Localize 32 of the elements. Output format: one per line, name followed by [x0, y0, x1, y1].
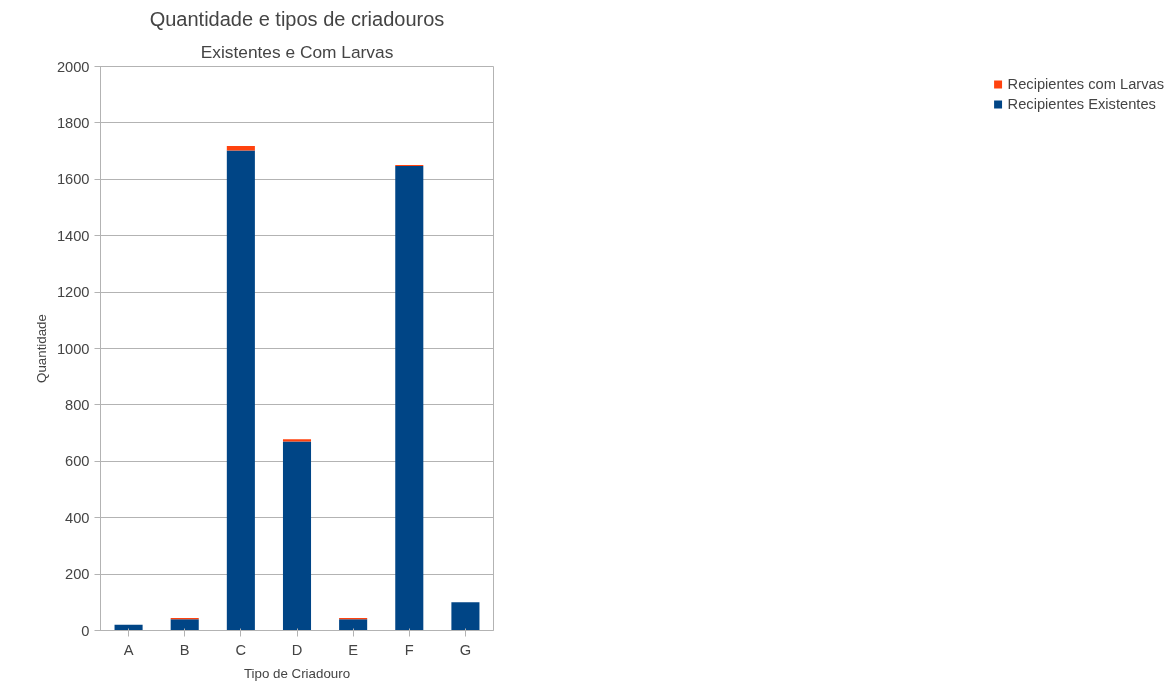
y-tick-label: 1800: [56, 114, 90, 131]
legend-label: Recipientes com Larvas: [1007, 76, 1164, 92]
x-tick-label: E: [348, 641, 359, 658]
bar: [451, 602, 480, 631]
x-tick-label: D: [291, 641, 303, 658]
chart-title: Quantidade e tipos de criadouros: [149, 7, 445, 30]
y-tick-label: 1600: [56, 171, 90, 188]
bar: [282, 441, 312, 631]
y-tick-label: 1000: [56, 340, 90, 357]
x-tick-label: B: [179, 641, 190, 658]
y-tick-label: 1200: [56, 284, 90, 301]
y-axis-title: Quantidade: [33, 314, 49, 383]
bar: [226, 146, 255, 151]
y-tick-label: 0: [81, 622, 90, 639]
y-tick-label: 600: [65, 453, 90, 470]
bar: [226, 150, 255, 631]
y-tick-label: 2000: [56, 58, 90, 75]
bar: [395, 166, 424, 631]
x-tick-label: G: [459, 641, 472, 658]
x-tick-label: F: [404, 641, 414, 658]
x-tick-label: C: [235, 641, 247, 658]
x-axis-title: Tipo de Criadouro: [243, 665, 351, 681]
legend-label: Recipientes Existentes: [1007, 96, 1156, 112]
bar: [339, 619, 368, 631]
bar: [170, 619, 199, 631]
x-tick-label: A: [123, 641, 134, 658]
bar: [282, 439, 312, 442]
y-tick-label: 400: [65, 509, 90, 526]
chart-subtitle: Existentes e Com Larvas: [200, 41, 394, 62]
y-tick-label: 200: [65, 566, 90, 583]
y-tick-label: 800: [65, 396, 90, 413]
y-tick-label: 1400: [56, 227, 90, 244]
